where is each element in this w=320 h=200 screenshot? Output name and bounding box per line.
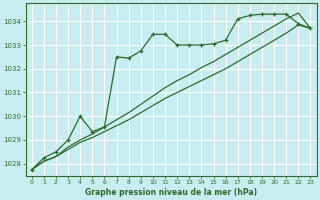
X-axis label: Graphe pression niveau de la mer (hPa): Graphe pression niveau de la mer (hPa) bbox=[85, 188, 257, 197]
